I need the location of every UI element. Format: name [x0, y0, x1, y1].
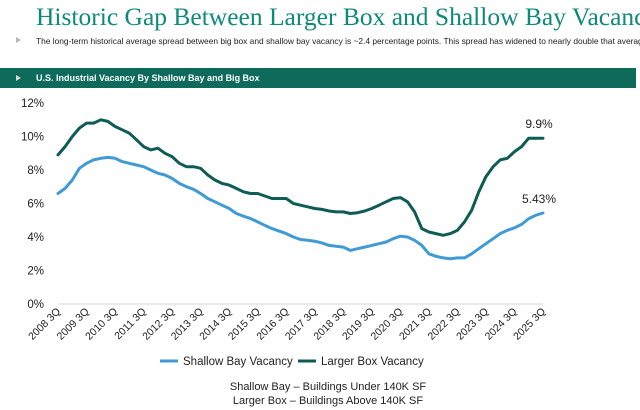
y-tick-label: 10% — [21, 132, 44, 144]
subtitle: The long-term historical average spread … — [36, 36, 640, 46]
y-tick-label: 6% — [27, 199, 44, 211]
header-arrow-icon — [16, 75, 21, 81]
footnote-larger-box: Larger Box – Buildings Above 140K SF — [232, 395, 424, 407]
y-tick-label: 8% — [27, 165, 44, 177]
y-tick-label: 2% — [27, 266, 44, 278]
footnote-shallow-bay: Shallow Bay – Buildings Under 140K SF — [229, 381, 427, 393]
shallow-bay-series-line — [56, 155, 545, 261]
legend-larger-box-label: Larger Box Vacancy — [321, 356, 424, 368]
y-tick-label: 0% — [27, 299, 44, 311]
larger-box-series-line — [56, 118, 545, 237]
subtitle-row: The long-term historical average spread … — [16, 35, 640, 49]
x-tick-label: 2025 3Q — [511, 306, 548, 343]
chart-header-title: U.S. Industrial Vacancy By Shallow Bay a… — [36, 73, 260, 83]
shallow-bay-end-label: 5.43% — [522, 192, 556, 206]
bullet-arrow-icon — [16, 37, 21, 43]
page-title: Historic Gap Between Larger Box and Shal… — [36, 2, 640, 31]
larger-box-end-label: 9.9% — [525, 117, 553, 131]
legend-shallow-bay-label: Shallow Bay Vacancy — [183, 356, 293, 368]
y-tick-label: 12% — [21, 98, 44, 110]
chart-header-bar: U.S. Industrial Vacancy By Shallow Bay a… — [0, 68, 636, 88]
y-tick-label: 4% — [27, 232, 44, 244]
